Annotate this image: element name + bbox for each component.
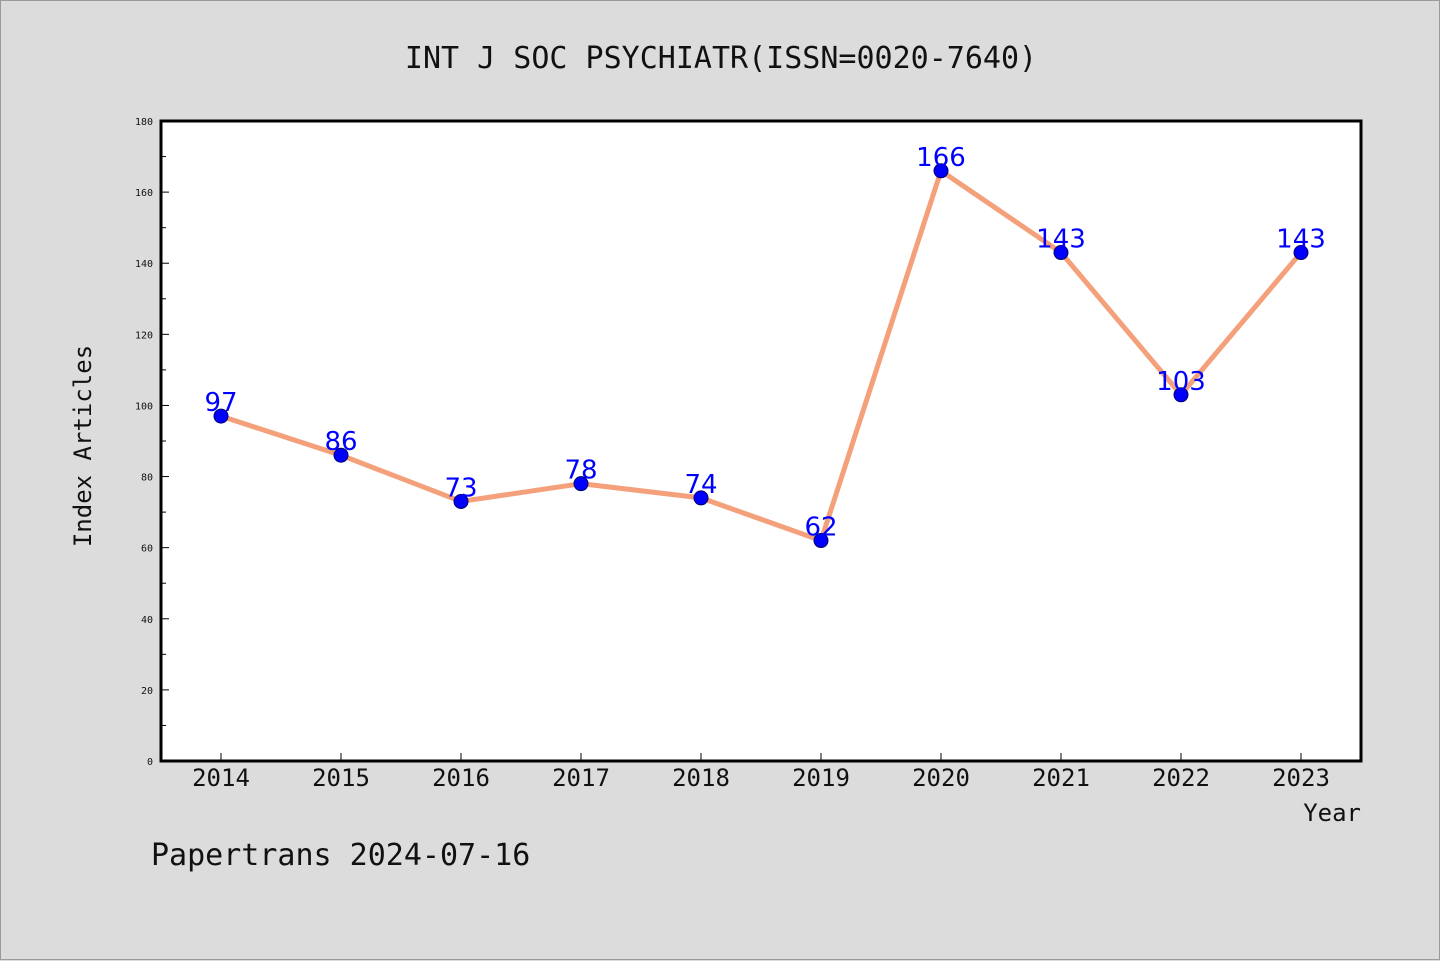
y-tick-label: 160 <box>135 188 153 199</box>
x-tick-label: 2021 <box>1032 764 1090 792</box>
data-point <box>1293 245 1309 261</box>
x-tick-label: 2022 <box>1152 764 1210 792</box>
data-label: 143 <box>1036 225 1086 255</box>
y-tick-label: 120 <box>135 330 153 341</box>
plot-area <box>159 119 1363 763</box>
x-tick-label: 2019 <box>792 764 850 792</box>
footer-credit: Papertrans 2024-07-16 <box>151 838 530 873</box>
y-tick-label: 140 <box>135 259 153 270</box>
data-point <box>453 493 469 509</box>
chart-title: INT J SOC PSYCHIATR(ISSN=0020-7640) <box>405 41 1037 76</box>
y-tick-label: 40 <box>141 615 153 626</box>
data-label: 166 <box>916 143 966 173</box>
data-labels: 97 86 73 78 74 62 166 143 103 143 <box>204 143 1325 543</box>
y-tick-label: 0 <box>147 757 153 768</box>
data-point <box>693 490 709 506</box>
data-label: 86 <box>324 427 357 457</box>
data-points <box>213 163 1309 549</box>
data-point <box>213 408 229 424</box>
data-label: 143 <box>1276 225 1326 255</box>
data-point <box>573 476 589 492</box>
x-tick-label: 2016 <box>432 764 490 792</box>
data-point <box>333 447 349 463</box>
y-tick-label: 100 <box>135 401 153 412</box>
data-label: 74 <box>684 470 717 500</box>
data-label: 73 <box>444 473 477 503</box>
y-tick-label: 20 <box>141 686 153 697</box>
x-axis-label: Year <box>1303 799 1361 827</box>
x-tick-label: 2020 <box>912 764 970 792</box>
data-point <box>813 533 829 549</box>
data-label: 103 <box>1156 367 1206 397</box>
y-tick-label: 80 <box>141 473 153 484</box>
x-tick-label: 2017 <box>552 764 610 792</box>
x-axis: 2014 2015 2016 2017 2018 2019 2020 2021 2022 2023 <box>192 753 1330 792</box>
data-label: 97 <box>204 388 237 418</box>
y-tick-label: 180 <box>135 117 153 128</box>
series-line <box>218 168 1304 544</box>
data-point <box>1053 245 1069 261</box>
x-tick-label: 2023 <box>1272 764 1330 792</box>
data-point <box>1173 387 1189 403</box>
x-tick-label: 2015 <box>312 764 370 792</box>
data-label: 62 <box>804 513 837 543</box>
x-tick-label: 2014 <box>192 764 250 792</box>
data-point <box>933 163 949 179</box>
y-tick-label: 60 <box>141 544 153 555</box>
data-label: 78 <box>564 456 597 486</box>
y-axis: 0 20 40 60 80 100 120 140 160 180 <box>135 117 169 768</box>
y-axis-label: Index Articles <box>69 345 97 547</box>
x-tick-label: 2018 <box>672 764 730 792</box>
